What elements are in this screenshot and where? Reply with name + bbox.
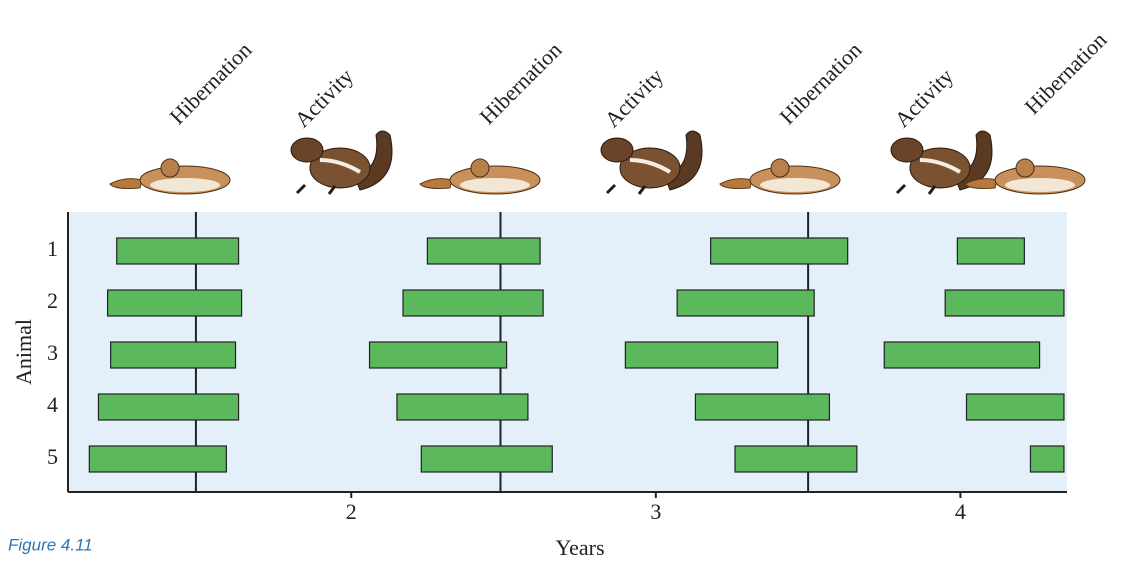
tail (720, 179, 752, 189)
caption: Figure 4.11 (8, 535, 93, 554)
chart: Figure 4.11 Years Animal Hibernation Acti… (0, 0, 1141, 564)
range-bar (625, 342, 777, 368)
head (161, 159, 179, 177)
range-bar (957, 238, 1024, 264)
head (891, 138, 923, 162)
x-tick-label: 4 (955, 499, 966, 524)
head (601, 138, 633, 162)
y-tick-label: 2 (47, 288, 58, 313)
range-bar (98, 394, 238, 420)
range-bar (735, 446, 857, 472)
head (1016, 159, 1034, 177)
range-bar (111, 342, 236, 368)
range-bar (370, 342, 507, 368)
phase-label: Activity (889, 63, 958, 132)
y-tick-label: 5 (47, 444, 58, 469)
y-tick-label: 3 (47, 340, 58, 365)
head (291, 138, 323, 162)
phase-label: Activity (599, 63, 668, 132)
belly (150, 178, 220, 192)
range-bar (966, 394, 1063, 420)
range-bar (711, 238, 848, 264)
belly (460, 178, 530, 192)
phase-label: Hibernation (1019, 27, 1111, 119)
y-tick-label: 1 (47, 236, 58, 261)
x-axis-label: Years (555, 535, 604, 560)
range-bar (677, 290, 814, 316)
range-bar (89, 446, 226, 472)
phase-icon (601, 131, 702, 194)
phase-label: Hibernation (474, 37, 566, 129)
range-bar (117, 238, 239, 264)
range-bar (695, 394, 829, 420)
range-bar (945, 290, 1064, 316)
phase-label: Hibernation (774, 37, 866, 129)
phase-icon (110, 159, 230, 194)
tail (420, 179, 452, 189)
phase-icon (291, 131, 392, 194)
range-bar (884, 342, 1039, 368)
y-axis-label: Animal (11, 319, 36, 385)
phase-label: Hibernation (164, 37, 256, 129)
head (771, 159, 789, 177)
range-bar (397, 394, 528, 420)
range-bar (421, 446, 552, 472)
x-tick-label: 2 (346, 499, 357, 524)
range-bar (108, 290, 242, 316)
phase-icon (720, 159, 840, 194)
head (471, 159, 489, 177)
phase-label: Activity (289, 63, 358, 132)
phase-icon (420, 159, 540, 194)
range-bar (403, 290, 543, 316)
belly (1005, 178, 1075, 192)
range-bar (1030, 446, 1064, 472)
belly (760, 178, 830, 192)
range-bar (427, 238, 540, 264)
tail (110, 179, 142, 189)
x-tick-label: 3 (650, 499, 661, 524)
y-tick-label: 4 (47, 392, 58, 417)
